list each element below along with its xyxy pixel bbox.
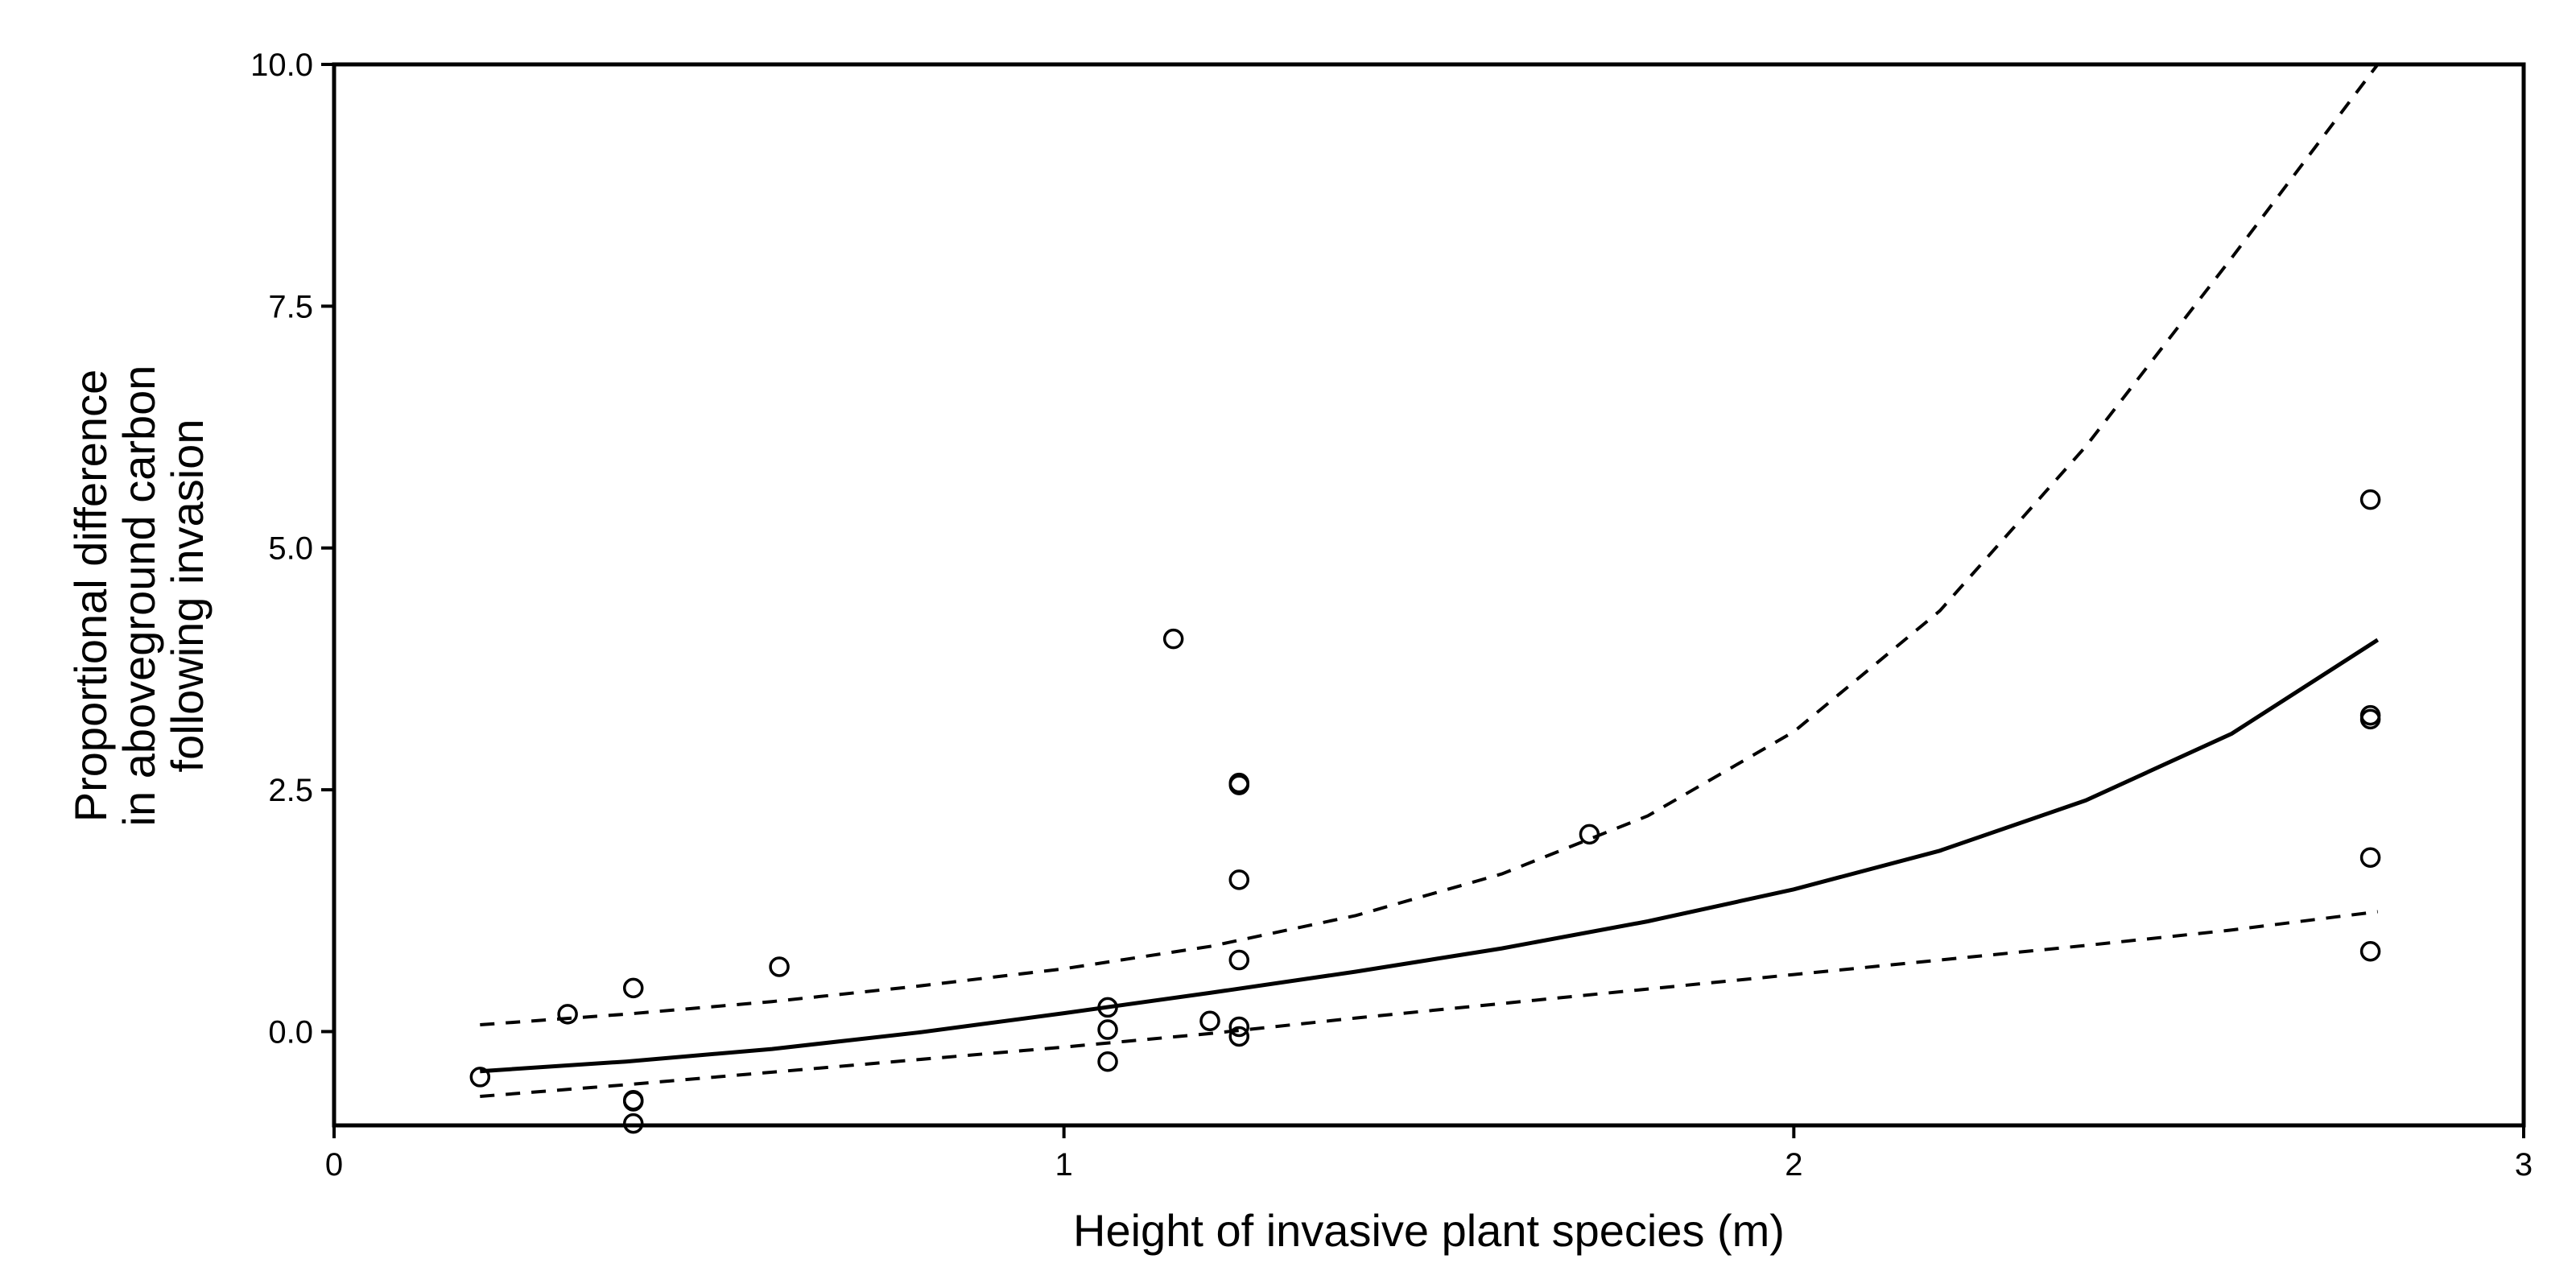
data-point	[2359, 489, 2381, 510]
data-point	[1228, 1016, 1250, 1038]
confidence-band-lower	[480, 910, 2378, 1098]
data-point	[2359, 704, 2381, 726]
confidence-band-upper	[480, 63, 2380, 1026]
y-tick-label: 10.0	[250, 47, 313, 83]
x-axis-label: Height of invasive plant species (m)	[1073, 1205, 1785, 1256]
data-point	[1228, 1026, 1250, 1047]
data-point	[1199, 1010, 1220, 1031]
data-point	[1579, 824, 1600, 845]
data-point	[1097, 1019, 1118, 1040]
x-tick-label: 3	[2515, 1147, 2533, 1183]
y-axis-label-line-2: in aboveground carbon	[114, 365, 164, 827]
x-tick-label: 1	[1055, 1147, 1073, 1183]
data-point	[622, 1091, 644, 1112]
data-point	[1162, 628, 1184, 650]
plot-frame	[332, 62, 2526, 1128]
x-axis: 0 1 2 3	[325, 1125, 2533, 1183]
data-point	[2359, 847, 2381, 868]
data-point	[2359, 940, 2381, 962]
data-point	[1228, 869, 1250, 890]
y-axis-label-line-1: Proportional difference	[65, 369, 116, 822]
data-point	[1228, 949, 1250, 971]
data-point	[557, 1004, 578, 1025]
fitted-curve	[480, 638, 2380, 1074]
data-point	[1228, 772, 1250, 794]
plot-points	[469, 489, 2381, 1134]
y-tick-label: 2.5	[268, 773, 313, 808]
y-axis-label-line-3: following invasion	[162, 419, 213, 773]
data-point	[1097, 997, 1118, 1018]
data-point	[469, 1067, 491, 1088]
y-tick-label: 5.0	[268, 531, 313, 567]
y-axis: 0.0 2.5 5.0 7.5 10.0	[250, 47, 334, 1050]
data-point	[769, 956, 790, 977]
data-point	[1097, 1051, 1118, 1072]
y-tick-label: 0.0	[268, 1014, 313, 1050]
x-tick-label: 2	[1785, 1147, 1802, 1183]
plot-lines	[480, 63, 2380, 1098]
y-axis-label: Proportional difference in aboveground c…	[65, 365, 213, 827]
data-point	[622, 977, 644, 999]
x-tick-label: 0	[325, 1147, 343, 1183]
y-tick-label: 7.5	[268, 289, 313, 324]
